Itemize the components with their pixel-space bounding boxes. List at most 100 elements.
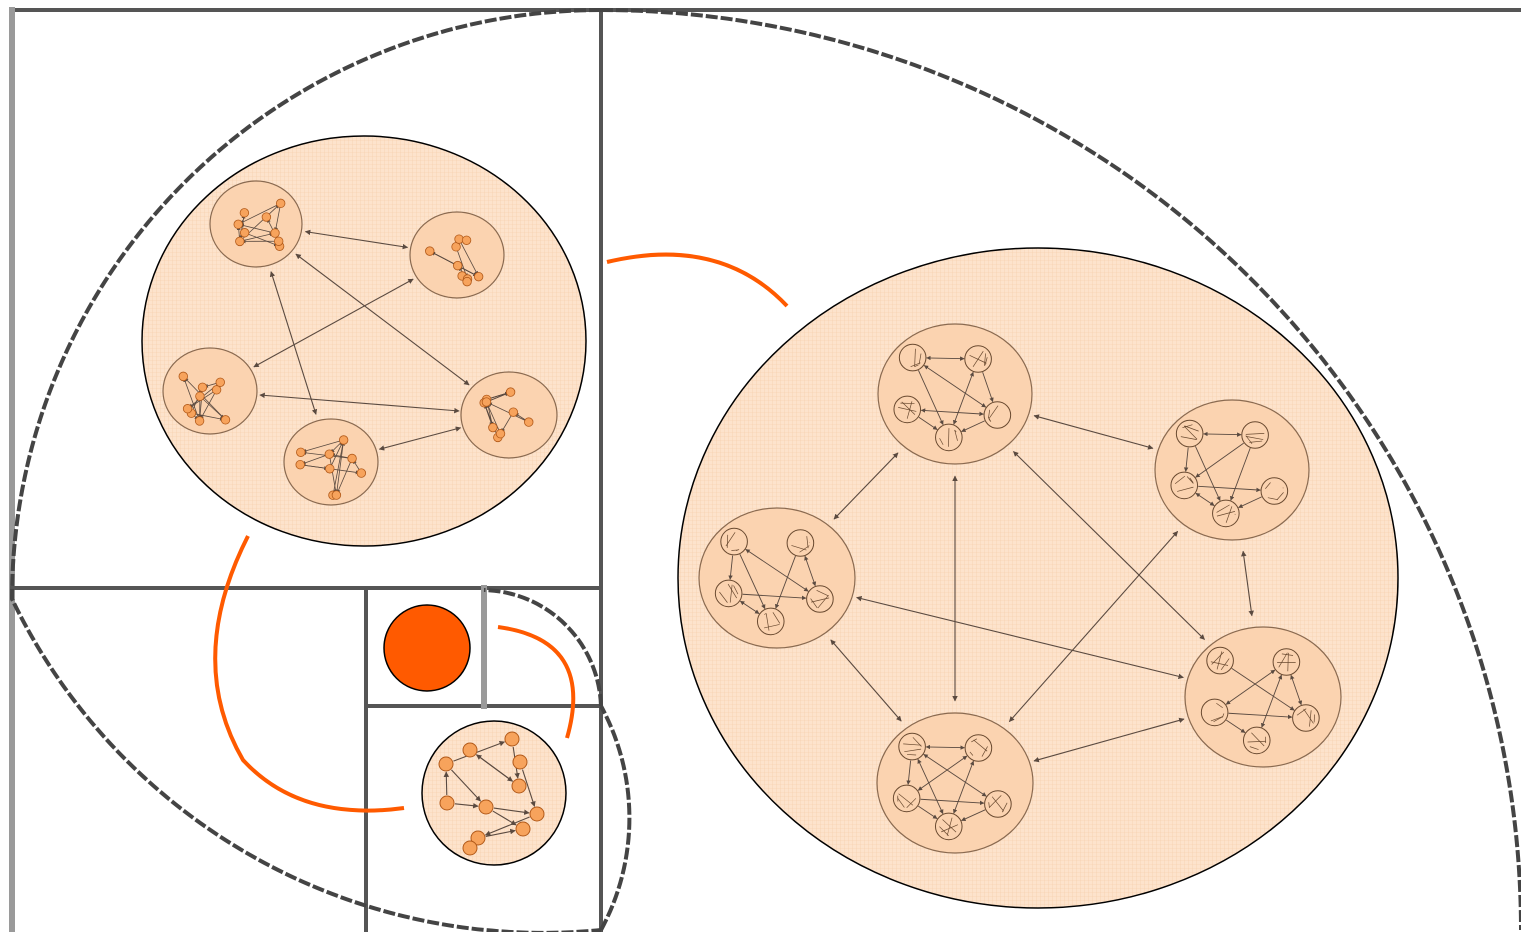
network-node	[331, 490, 342, 500]
network-node	[508, 407, 519, 417]
network-node	[347, 453, 357, 464]
network-node	[215, 377, 225, 387]
mini-network	[714, 579, 743, 608]
link-arrow	[1230, 447, 1251, 501]
mini-link	[1265, 482, 1271, 489]
mini-link	[1249, 746, 1259, 750]
mini-link	[1267, 497, 1278, 501]
mini-link	[971, 738, 978, 743]
link-arrow	[484, 816, 530, 836]
network-of-clusters-cluster	[677, 247, 1399, 909]
network-node	[504, 731, 520, 747]
link-arrow	[1261, 674, 1283, 728]
mini-link	[1225, 506, 1233, 523]
link-arrow	[193, 413, 224, 421]
network-node	[195, 391, 205, 401]
link-arrow	[742, 593, 807, 601]
connector-small-to-medium	[213, 535, 405, 813]
spiral-arc-small	[483, 588, 603, 707]
mini-link	[764, 613, 767, 615]
spiral-arc-inner	[599, 705, 632, 931]
small-cluster-boundary	[421, 720, 567, 866]
mini-link	[1245, 433, 1265, 435]
sub-network	[460, 371, 558, 459]
mini-link	[1210, 661, 1229, 666]
mini-link	[914, 364, 919, 368]
mini-link	[1182, 424, 1193, 429]
link-arrow	[378, 426, 462, 451]
link-arrow	[454, 802, 479, 809]
link-arrow	[953, 760, 975, 814]
network-node	[233, 219, 243, 230]
mini-link	[791, 545, 807, 551]
mini-network	[1212, 499, 1240, 528]
mini-link	[910, 362, 921, 368]
mini-link	[989, 795, 1002, 808]
link-arrow	[253, 278, 414, 368]
mini-link	[942, 819, 957, 833]
mini-link	[1216, 511, 1236, 517]
mini-link	[981, 746, 988, 757]
link-arrow	[485, 828, 516, 837]
link-arrow	[487, 402, 528, 422]
mini-link	[1184, 425, 1199, 432]
network-node	[275, 198, 286, 209]
sub-network-boundary	[460, 371, 558, 459]
network-node	[524, 417, 534, 427]
mini-link	[984, 357, 988, 366]
mini-link	[764, 624, 780, 629]
link-arrow	[329, 456, 338, 494]
mini-network	[1241, 421, 1269, 449]
golden-spiral	[9, 8, 1521, 932]
mini-network	[1206, 646, 1234, 675]
sub-network	[409, 211, 505, 299]
network-node	[462, 840, 478, 856]
sub-network	[162, 347, 258, 435]
network-node	[273, 236, 284, 246]
mini-link	[984, 353, 986, 366]
mini-link	[1278, 652, 1288, 668]
link-arrow	[521, 769, 536, 807]
mini-link	[1249, 440, 1263, 443]
sub-network	[283, 418, 379, 506]
link-arrow	[745, 549, 809, 592]
link-arrow	[456, 248, 468, 278]
link-arrow	[1195, 492, 1215, 506]
mini-link	[817, 595, 829, 609]
mini-network	[786, 529, 815, 557]
network-node	[515, 821, 531, 837]
mini-network	[1272, 648, 1301, 676]
network-node	[235, 236, 245, 247]
mini-link	[988, 417, 992, 422]
sub-network	[876, 712, 1034, 854]
network-node	[194, 416, 205, 426]
mini-link	[1303, 708, 1314, 724]
link-arrow	[259, 392, 460, 414]
link-arrow	[184, 377, 225, 419]
link-arrow	[1226, 719, 1246, 734]
mini-network	[720, 527, 748, 556]
mini-link	[1216, 504, 1230, 513]
mini-network	[1242, 726, 1271, 755]
golden-frame	[9, 7, 1521, 932]
sub-network	[209, 180, 303, 268]
mini-link	[973, 739, 988, 752]
link-arrow	[200, 391, 216, 420]
network-node	[461, 235, 472, 245]
network-node	[438, 756, 454, 772]
mini-network	[964, 734, 993, 762]
link-arrow	[739, 600, 760, 615]
mini-network	[892, 784, 921, 813]
mini-link	[941, 824, 959, 833]
mini-link	[811, 597, 830, 603]
mini-link	[719, 591, 728, 603]
network-node	[239, 228, 250, 238]
link-arrow	[330, 441, 344, 468]
network-node	[324, 449, 335, 459]
link-arrow	[1183, 447, 1189, 472]
network-node	[356, 468, 367, 478]
link-arrow	[304, 229, 409, 250]
mini-link	[939, 826, 949, 836]
mini-link	[1296, 708, 1307, 716]
